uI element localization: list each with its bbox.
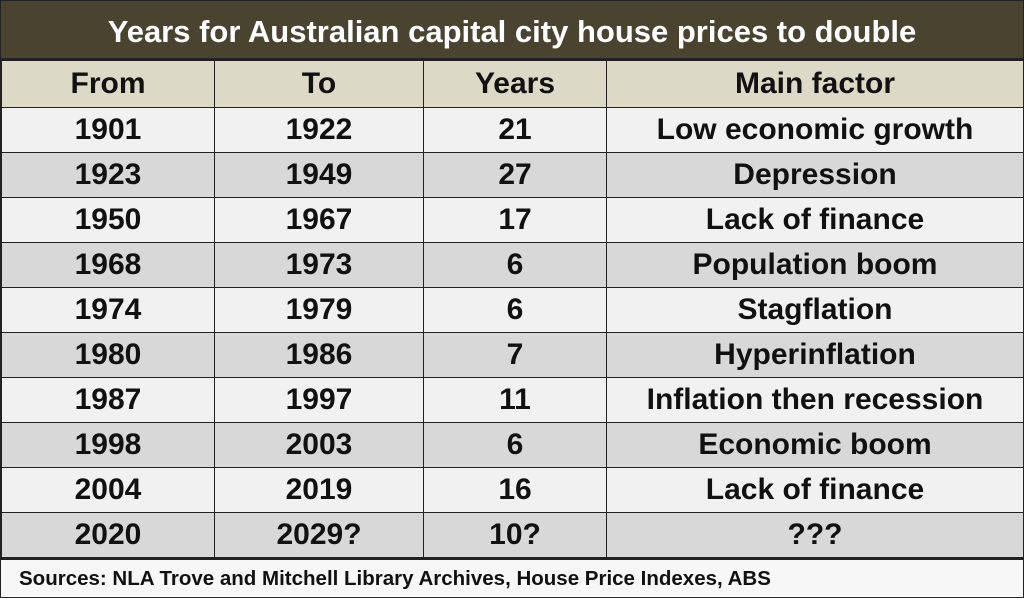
- table-cell: 2029?: [214, 512, 424, 558]
- table-cell: 1987: [1, 377, 215, 423]
- table-cell: 1922: [214, 107, 424, 153]
- table-cell: 17: [423, 197, 607, 243]
- table-cell: 1901: [1, 107, 215, 153]
- column-header: From: [1, 60, 215, 108]
- table-row: 1980 1986 7 Hyperinflation: [1, 332, 1024, 378]
- table-cell: 21: [423, 107, 607, 153]
- table-cell: 6: [423, 422, 607, 468]
- table-cell: 7: [423, 332, 607, 378]
- column-header: Main factor: [606, 60, 1024, 108]
- table-row: 1998 2003 6 Economic boom: [1, 422, 1024, 468]
- table-row: 1968 1973 6 Population boom: [1, 242, 1024, 288]
- table-cell: 2019: [214, 467, 424, 513]
- table-cell: 2020: [1, 512, 215, 558]
- table-cell: Inflation then recession: [606, 377, 1024, 423]
- table-cell: 16: [423, 467, 607, 513]
- table-cell: Lack of finance: [606, 467, 1024, 513]
- table-cell: 1998: [1, 422, 215, 468]
- data-table: From To Years Main factor 1901 1922 21 Low eco…: [1, 60, 1024, 558]
- table-cell: Hyperinflation: [606, 332, 1024, 378]
- header-row: From To Years Main factor: [1, 60, 1024, 108]
- table-cell: 1973: [214, 242, 424, 288]
- table-cell: 1979: [214, 287, 424, 333]
- table-cell: 11: [423, 377, 607, 423]
- column-header: To: [214, 60, 424, 108]
- table-cell: Economic boom: [606, 422, 1024, 468]
- table-cell: 2003: [214, 422, 424, 468]
- table-cell: 1949: [214, 152, 424, 198]
- table-cell: 2004: [1, 467, 215, 513]
- table-row: 1950 1967 17 Lack of finance: [1, 197, 1024, 243]
- table-cell: 1986: [214, 332, 424, 378]
- table-cell: Lack of finance: [606, 197, 1024, 243]
- table-cell: 1967: [214, 197, 424, 243]
- column-header: Years: [423, 60, 607, 108]
- table-title: Years for Australian capital city house …: [1, 1, 1023, 60]
- table-row: 2020 2029? 10????: [1, 512, 1024, 558]
- table-cell: 6: [423, 242, 607, 288]
- table-cell: Population boom: [606, 242, 1024, 288]
- table-cell: 1950: [1, 197, 215, 243]
- table-cell: 1997: [214, 377, 424, 423]
- table-cell: Depression: [606, 152, 1024, 198]
- table-cell: Low economic growth: [606, 107, 1024, 153]
- table-row: 1974 1979 6 Stagflation: [1, 287, 1024, 333]
- table-cell: 1923: [1, 152, 215, 198]
- table-row: 1923 1949 27 Depression: [1, 152, 1024, 198]
- table-cell: 1974: [1, 287, 215, 333]
- sources-note: Sources: NLA Trove and Mitchell Library …: [1, 558, 1023, 596]
- table-cell: ???: [606, 512, 1024, 558]
- table-cell: 1968: [1, 242, 215, 288]
- table-cell: 27: [423, 152, 607, 198]
- table-row: 2004 2019 16 Lack of finance: [1, 467, 1024, 513]
- table-row: 1987 1997 11 Inflation then recession: [1, 377, 1024, 423]
- table-cell: 1980: [1, 332, 215, 378]
- table-cell: 10?: [423, 512, 607, 558]
- table-cell: 6: [423, 287, 607, 333]
- table-cell: Stagflation: [606, 287, 1024, 333]
- table-row: 1901 1922 21 Low economic growth: [1, 107, 1024, 153]
